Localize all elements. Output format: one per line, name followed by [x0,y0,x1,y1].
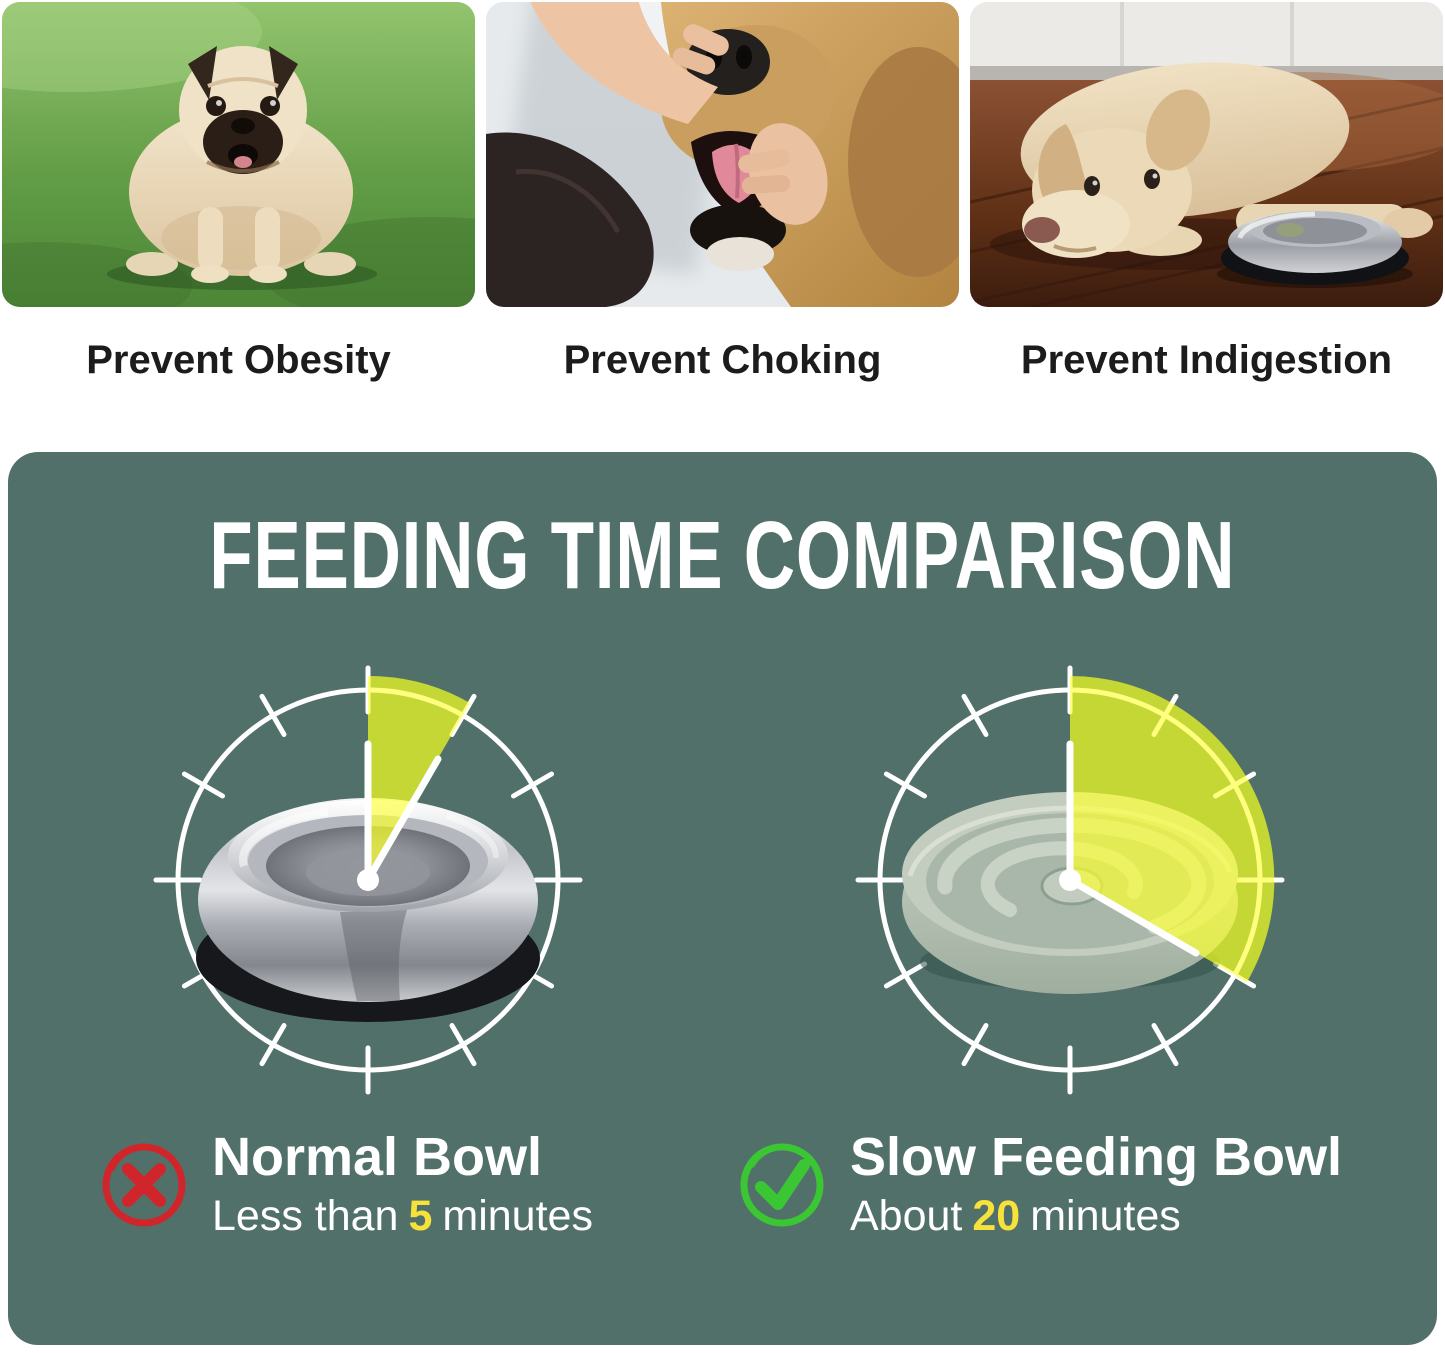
clock-center-dot [1059,869,1081,891]
caption-prevent-indigestion: Prevent Indigestion [1020,338,1393,382]
clock-center-dot [357,869,379,891]
time-prefix: Less than [212,1192,399,1241]
panel-title-wrap: FEEDING TIME COMPARISON [8,508,1437,604]
time-value: 20 [972,1192,1021,1241]
time-prefix: About [850,1192,963,1241]
photo-prevent-obesity [2,2,475,307]
dog-nose [1024,217,1060,243]
legend-slow-texts: Slow Feeding Bowl About 20 minutes [850,1128,1342,1242]
time-value: 5 [408,1192,433,1241]
time-suffix: minutes [442,1192,593,1241]
photo-prevent-indigestion [970,2,1443,307]
x-mark-icon [102,1143,186,1227]
steel-food-bowl [1217,211,1413,288]
time-suffix: minutes [1030,1192,1181,1241]
mouth-check-illustration [486,2,959,307]
lying-dog-illustration [970,2,1443,307]
pug-muzzle [203,110,283,174]
person-hair [486,132,654,307]
pug-on-grass-illustration [2,2,475,307]
normal-bowl-label: Normal Bowl [212,1127,543,1187]
normal-bowl-clock [153,665,583,1095]
benefits-row [2,2,1443,307]
legend-normal-texts: Normal Bowl Less than 5 minutes [212,1128,593,1242]
slow-feeding-bowl-label: Slow Feeding Bowl [850,1127,1343,1187]
normal-bowl-time: Less than 5 minutes [212,1192,593,1241]
caption-prevent-obesity: Prevent Obesity [86,338,391,382]
pug-dog [126,46,356,283]
clock-hands [1066,740,1200,957]
slow-feeding-bowl-time: About 20 minutes [850,1192,1342,1241]
captions-row: Prevent Obesity Prevent Choking Prevent … [2,336,1443,384]
slow-bowl-clock [855,665,1285,1095]
clock-hands [364,740,442,884]
dog-ear [848,47,959,277]
legend-normal-bowl: Normal Bowl Less than 5 minutes [96,1128,593,1242]
check-mark-icon [740,1143,824,1227]
twenty-minute-wedge [1070,675,1275,982]
panel-title: FEEDING TIME COMPARISON [209,502,1236,609]
feeding-time-comparison-panel: FEEDING TIME COMPARISON [8,452,1437,1345]
dog-ear [1038,124,1091,212]
photo-prevent-choking [486,2,959,307]
legend-slow-feeding-bowl: Slow Feeding Bowl About 20 minutes [734,1128,1342,1242]
hand [748,123,828,225]
person [486,2,828,307]
caption-prevent-choking: Prevent Choking [563,338,882,382]
arm [530,2,718,124]
